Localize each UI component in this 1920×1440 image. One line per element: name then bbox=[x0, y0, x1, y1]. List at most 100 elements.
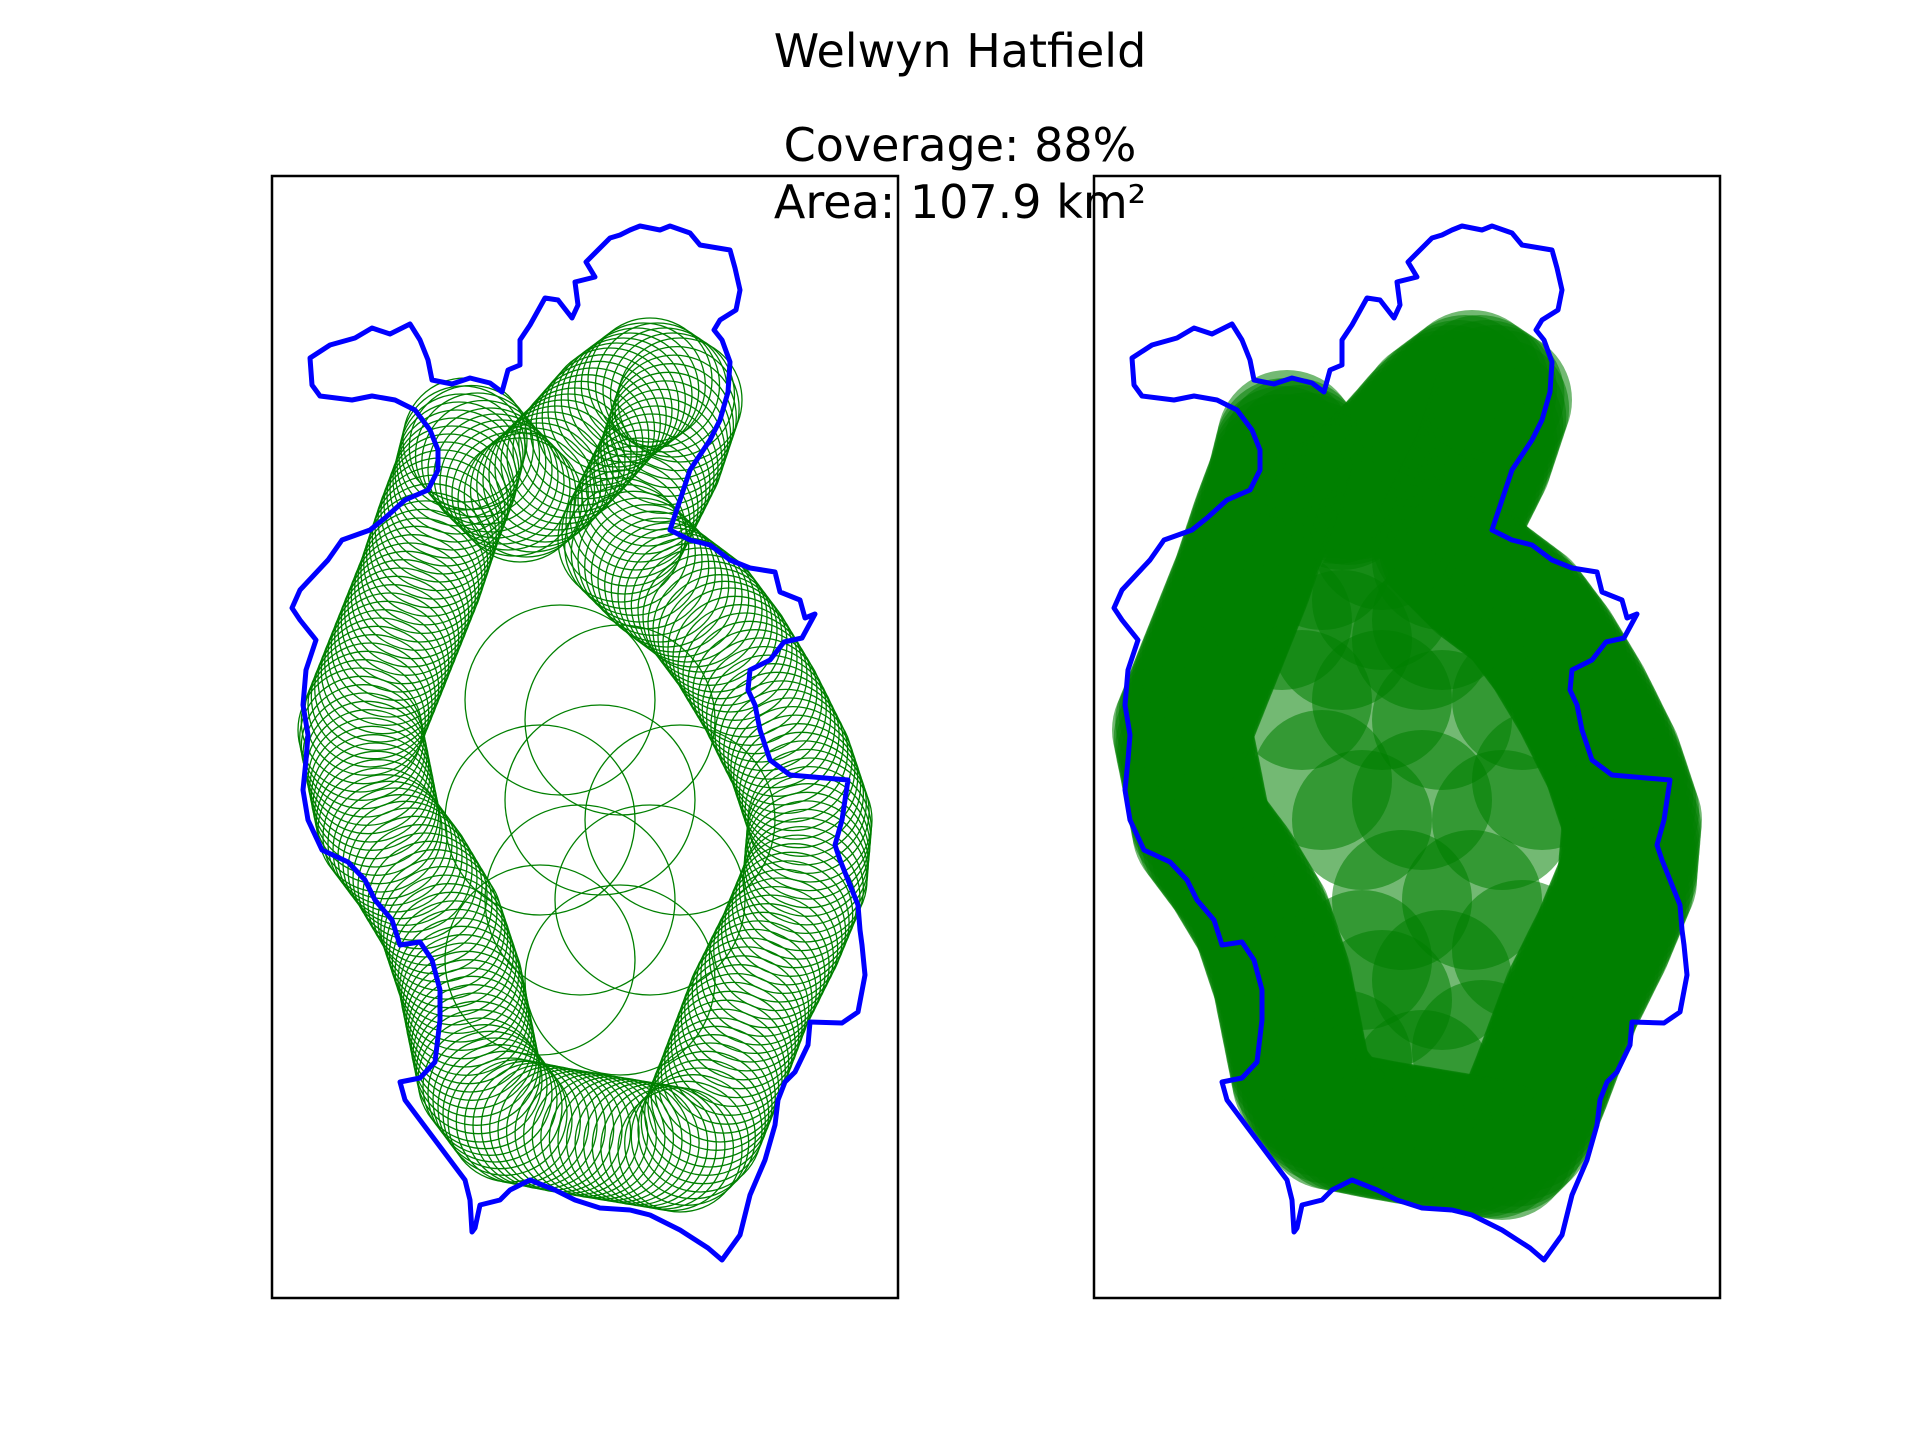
coverage-circle bbox=[581, 429, 707, 555]
coverage-circle bbox=[617, 337, 743, 463]
coverage-circle bbox=[624, 1080, 750, 1206]
coverage-circle bbox=[577, 497, 703, 623]
coverage-circle bbox=[488, 411, 614, 537]
coverage-circle bbox=[680, 955, 806, 1081]
coverage-circle bbox=[728, 851, 854, 977]
coverage-circle bbox=[394, 908, 520, 1035]
coverage-circle bbox=[360, 508, 486, 635]
coverage-circle bbox=[614, 345, 740, 472]
coverage-circle bbox=[469, 427, 596, 553]
coverage-circle bbox=[727, 697, 853, 823]
coverage-circle bbox=[561, 469, 687, 595]
coverage-circle bbox=[647, 1042, 773, 1168]
coverage-circle-filled bbox=[1372, 490, 1512, 630]
coverage-circle bbox=[677, 604, 803, 730]
coverage-circles-outline bbox=[297, 317, 873, 1213]
district-boundary bbox=[1111, 223, 1690, 1263]
coverage-circle bbox=[541, 354, 667, 480]
coverage-circle bbox=[597, 517, 723, 643]
coverage-circle bbox=[398, 393, 524, 519]
coverage-circle bbox=[524, 884, 716, 1076]
coverage-circle bbox=[342, 800, 468, 926]
right-panel bbox=[1092, 174, 1722, 1300]
coverage-circle bbox=[682, 612, 808, 738]
coverage-circle bbox=[444, 864, 636, 1056]
coverage-circle bbox=[597, 397, 723, 523]
coverage-circle bbox=[484, 804, 676, 996]
coverage-circle bbox=[587, 317, 713, 443]
coverage-circle bbox=[400, 934, 526, 1060]
coverage-circle-filled bbox=[1472, 710, 1612, 850]
coverage-circle bbox=[422, 1024, 548, 1150]
coverage-circle bbox=[611, 354, 737, 480]
coverage-circle bbox=[564, 484, 690, 610]
left-panel-frame bbox=[270, 174, 900, 1300]
coverage-circle bbox=[677, 964, 803, 1090]
coverage-circle bbox=[367, 840, 493, 966]
coverage-circle bbox=[720, 868, 847, 995]
coverage-circle bbox=[363, 500, 489, 626]
coverage-circle bbox=[569, 453, 695, 579]
coverage-circle bbox=[733, 714, 859, 840]
coverage-circle bbox=[684, 946, 810, 1072]
coverage-circle bbox=[714, 671, 840, 797]
area-label: Area: 107.9 km² bbox=[773, 175, 1147, 229]
coverage-circle bbox=[687, 937, 813, 1063]
coverage-circle bbox=[309, 725, 435, 851]
coverage-circle bbox=[383, 441, 509, 567]
coverage-circle bbox=[650, 1034, 776, 1160]
coverage-circle bbox=[710, 663, 836, 789]
coverage-circle bbox=[573, 445, 699, 571]
coverage-circle bbox=[444, 724, 636, 916]
coverage-circle bbox=[647, 560, 773, 686]
right-panel-frame bbox=[1092, 174, 1722, 1300]
coverage-circle bbox=[705, 654, 832, 780]
coverage-circle bbox=[554, 804, 746, 996]
left-panel bbox=[270, 174, 900, 1300]
coverage-circle bbox=[674, 972, 800, 1099]
coverage-circle bbox=[657, 574, 783, 700]
coverage-circle bbox=[421, 399, 547, 526]
coverage-circle bbox=[442, 1050, 568, 1176]
coverage-circles-filled bbox=[1112, 310, 1702, 1220]
coverage-circle-filled bbox=[1215, 378, 1355, 518]
coverage-circle bbox=[594, 322, 721, 448]
coverage-circle bbox=[427, 407, 553, 533]
coverage-circle bbox=[584, 724, 776, 916]
coverage-circle bbox=[637, 547, 763, 673]
coverage-circle bbox=[357, 824, 483, 950]
coverage-circle bbox=[577, 437, 703, 563]
coverage-circle bbox=[667, 587, 793, 713]
coverage-circle bbox=[604, 522, 730, 648]
coverage-circle bbox=[415, 1009, 541, 1135]
coverage-circle bbox=[354, 525, 480, 651]
coverage-circle bbox=[504, 704, 696, 896]
coverage-circle bbox=[482, 417, 608, 543]
coverage-circle bbox=[357, 517, 483, 643]
coverage-circle bbox=[589, 413, 715, 539]
coverage-circle bbox=[570, 490, 696, 616]
coverage-circle bbox=[300, 684, 426, 810]
coverage-circle bbox=[305, 709, 431, 835]
coverage-circle bbox=[672, 595, 798, 721]
coverage-circle bbox=[437, 1044, 563, 1170]
coverage-circle bbox=[400, 385, 526, 511]
coverage-circle bbox=[630, 1074, 756, 1200]
coverage-circle bbox=[380, 865, 506, 992]
coverage-circle-filled bbox=[1312, 930, 1452, 1070]
coverage-circle bbox=[609, 332, 736, 458]
coverage-circle bbox=[667, 990, 793, 1116]
coverage-circle bbox=[464, 1060, 590, 1186]
coverage-circle bbox=[730, 705, 856, 832]
coverage-circle bbox=[608, 363, 735, 489]
coverage-circle bbox=[397, 917, 523, 1043]
coverage-circle bbox=[697, 637, 823, 763]
coverage-circle bbox=[392, 417, 518, 543]
coverage-circle bbox=[585, 421, 711, 547]
coverage-circle bbox=[637, 1067, 763, 1193]
coverage-circle bbox=[557, 477, 683, 603]
coverage-circle bbox=[427, 1030, 553, 1156]
coverage-circle bbox=[404, 950, 530, 1076]
coverage-circle bbox=[506, 393, 632, 519]
